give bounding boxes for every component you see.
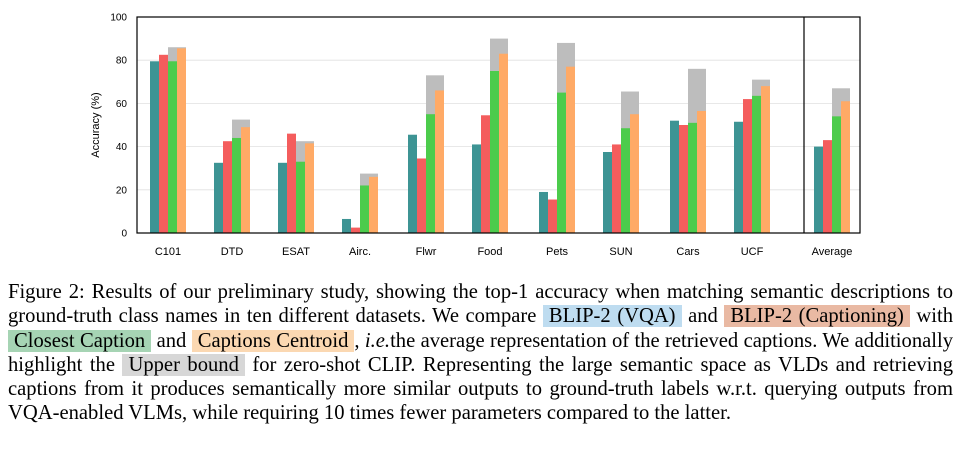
bar [832,116,841,233]
caption-text-2: and [681,305,725,328]
bar [621,128,630,233]
bar [557,92,566,233]
caption-ie: i.e. [364,329,391,352]
caption-text-6: the average representation of the retrie… [8,329,954,376]
bar [369,176,378,233]
bar [761,86,770,234]
y-tick-label: 20 [116,185,128,196]
bar [697,110,706,233]
y-axis-label: Accuracy (%) [90,92,102,157]
bar [408,134,417,233]
bar [539,191,548,233]
bar [841,101,850,234]
legend-upper-bound: Upper bound [122,353,245,376]
x-tick-label: UCF [741,246,764,258]
bar [670,120,679,233]
x-tick-label: Food [477,246,502,258]
bar [287,133,296,233]
y-axis-ticks: 0 20 40 60 80 100 [110,13,127,240]
legend-captions-centroid: Captions Centroid [191,329,355,352]
bar [435,90,444,233]
y-tick-label: 0 [121,229,127,240]
bar [305,143,314,233]
bar [159,54,168,233]
y-tick-label: 60 [116,99,128,110]
caption-text-5: , [354,329,365,352]
bar [214,162,223,233]
bars [150,38,850,234]
bar [177,48,186,233]
bar [232,137,241,233]
bar [342,218,351,233]
x-axis-ticks: C101 DTD ESAT Airc. Flwr Food Pets SUN Cars UCF Av… [155,246,853,258]
bar [823,140,832,233]
x-tick-label: Cars [676,246,700,258]
legend-blip2-captioning: BLIP-2 (Captioning) [724,305,910,328]
bar [603,152,612,233]
bar [241,127,250,233]
x-tick-label: ESAT [282,246,310,258]
legend-closest-caption: Closest Caption [8,329,152,352]
bar [426,114,435,233]
bar [566,66,575,234]
caption-text-7: for zero-shot CLIP. Representing the lar… [8,353,954,425]
plot-frame [136,16,861,234]
bar [679,125,688,233]
bar [499,53,508,233]
accuracy-bar-chart: 0 20 40 60 80 100 C101 DTD ESAT Airc. Flwr Food Pet… [90,13,861,258]
bar [278,162,287,233]
bar [150,61,159,233]
x-tick-label: Average [812,246,853,258]
y-tick-label: 100 [110,13,127,24]
x-tick-label: Flwr [416,246,437,258]
bar [351,227,360,233]
legend-blip2-vqa: BLIP-2 (VQA) [542,305,682,328]
bar [472,144,481,233]
bar [752,95,761,233]
x-tick-label: C101 [155,246,181,258]
bar [734,121,743,233]
bar [814,146,823,233]
x-tick-label: Pets [546,246,569,258]
bar [612,144,621,233]
bar [417,158,426,233]
bar [481,115,490,233]
x-tick-label: DTD [221,246,244,258]
bar [688,122,697,233]
caption-text-1: Figure 2: Results of our preliminary stu… [8,281,953,328]
caption-text-3: with [909,305,954,328]
caption-text-4: and [151,329,192,352]
bar [360,185,369,233]
bar [630,114,639,233]
x-tick-label: Airc. [349,246,371,258]
x-tick-label: SUN [609,246,632,258]
y-tick-label: 40 [116,142,128,153]
bar [490,71,499,233]
bar [223,141,232,233]
bar [168,61,177,233]
bar [296,161,305,233]
y-tick-label: 80 [116,56,128,67]
bar [548,199,557,233]
figure-caption: Figure 2: Results of our preliminary stu… [8,280,953,426]
bar [743,99,752,233]
